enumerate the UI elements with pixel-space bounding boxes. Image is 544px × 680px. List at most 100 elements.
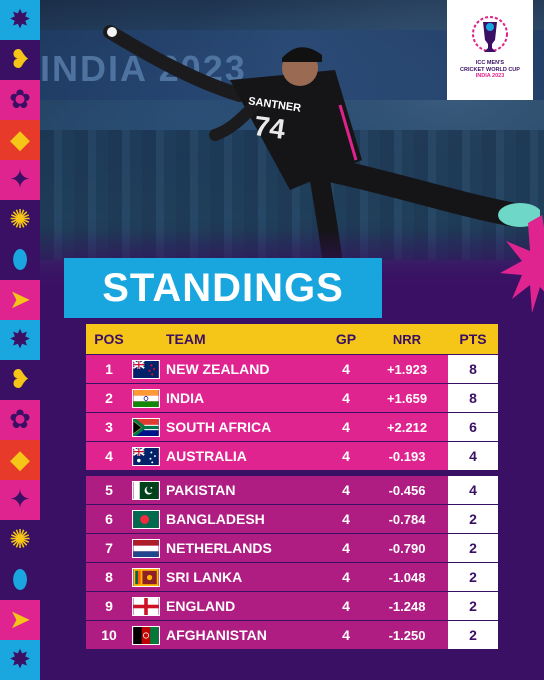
decorative-pattern-strip: ✸ ❥ ✿ ◆ ✦ ✺ ⬮ ➤ ✸ ❥ ✿ ◆ ✦ ✺ ⬮ ➤ ✸	[0, 0, 40, 680]
table-row: 1 NEW ZEALAND 4 +1.923 8	[86, 355, 498, 383]
row-net-run-rate: -0.790	[388, 540, 426, 556]
row-points: 4	[448, 442, 498, 470]
row-net-run-rate: -0.456	[388, 482, 426, 498]
jersey-number: 74	[252, 109, 288, 146]
row-team: NEW ZEALAND	[166, 361, 270, 377]
row-points: 4	[448, 476, 498, 504]
row-net-run-rate: -1.250	[388, 627, 426, 643]
row-points: 2	[448, 534, 498, 562]
india-flag-icon	[132, 388, 166, 408]
row-position: 5	[105, 482, 113, 498]
row-team: INDIA	[166, 390, 205, 406]
row-position: 10	[101, 627, 117, 643]
table-row: 10 AFGHANISTAN 4 -1.250 2	[86, 621, 498, 649]
world-cup-trophy-icon	[472, 16, 508, 52]
logo-line-3: INDIA 2023	[475, 73, 505, 79]
england-flag-icon	[132, 596, 166, 616]
row-points: 8	[448, 355, 498, 383]
table-row: 9 ENGLAND 4 -1.248 2	[86, 592, 498, 620]
sun-icon: ✺	[0, 200, 40, 240]
australia-flag-icon	[132, 446, 166, 466]
row-net-run-rate: -1.248	[388, 598, 426, 614]
standings-table: POS TEAM GP NRR PTS 1 NEW ZEALAND 4 +1.923 8…	[86, 324, 498, 649]
burst-decoration	[500, 215, 544, 313]
table-row: 7 NETHERLANDS 4 -0.790 2	[86, 534, 498, 562]
row-games-played: 4	[342, 419, 350, 435]
drop-icon: ⬮	[0, 560, 40, 600]
header-gp: GP	[335, 331, 357, 347]
header-nrr: NRR	[392, 331, 422, 347]
row-games-played: 4	[342, 361, 350, 377]
flower-icon: ✸	[0, 320, 40, 360]
row-team: BANGLADESH	[166, 511, 265, 527]
table-row: 8 SRI LANKA 4 -1.048 2	[86, 563, 498, 591]
table-row: 4 AUSTRALIA 4 -0.193 4	[86, 442, 498, 470]
sun-icon: ✺	[0, 520, 40, 560]
flower-icon: ✸	[0, 0, 40, 40]
row-net-run-rate: +1.659	[386, 390, 428, 406]
row-games-played: 4	[342, 390, 350, 406]
row-team: SRI LANKA	[166, 569, 243, 585]
row-games-played: 4	[342, 482, 350, 498]
row-position: 1	[105, 361, 113, 377]
row-points: 2	[448, 592, 498, 620]
new-zealand-flag-icon	[132, 359, 166, 379]
bird-icon: ❥	[0, 360, 40, 400]
title-banner: STANDINGS	[64, 258, 382, 318]
bird-icon: ❥	[0, 40, 40, 80]
logo-line-2: CRICKET WORLD CUP	[460, 66, 520, 73]
row-games-played: 4	[342, 511, 350, 527]
row-position: 4	[105, 448, 113, 464]
diving-fielder-illustration	[103, 25, 540, 260]
logo-line-1: ICC MEN'S	[475, 60, 505, 66]
row-games-played: 4	[342, 569, 350, 585]
row-position: 3	[105, 419, 113, 435]
row-position: 7	[105, 540, 113, 556]
row-position: 8	[105, 569, 113, 585]
diamond-icon: ◆	[0, 440, 40, 480]
row-points: 2	[448, 563, 498, 591]
row-games-played: 4	[342, 540, 350, 556]
row-team: ENGLAND	[166, 598, 236, 614]
header-pos: POS	[94, 331, 124, 347]
arrow-icon: ➤	[0, 600, 40, 640]
south-africa-flag-icon	[132, 417, 166, 437]
flower-icon: ✸	[0, 640, 40, 680]
row-team: AFGHANISTAN	[166, 627, 267, 643]
table-row: 3 SOUTH AFRICA 4 +2.212 6	[86, 413, 498, 441]
row-net-run-rate: -0.784	[388, 511, 426, 527]
row-team: AUSTRALIA	[166, 448, 247, 464]
tournament-logo: ICC MEN'S CRICKET WORLD CUP INDIA 2023	[447, 0, 533, 100]
sri-lanka-flag-icon	[132, 567, 166, 587]
star-icon: ✦	[0, 480, 40, 520]
diamond-icon: ◆	[0, 120, 40, 160]
drop-icon: ⬮	[0, 240, 40, 280]
row-points: 8	[448, 384, 498, 412]
row-position: 9	[105, 598, 113, 614]
table-header: POS TEAM GP NRR PTS	[86, 324, 498, 354]
row-team: SOUTH AFRICA	[166, 419, 272, 435]
row-team: PAKISTAN	[166, 482, 236, 498]
table-row: 2 INDIA 4 +1.659 8	[86, 384, 498, 412]
header-pts: PTS	[459, 331, 487, 347]
bangladesh-flag-icon	[132, 509, 166, 529]
flower-icon: ✿	[0, 400, 40, 440]
row-position: 6	[105, 511, 113, 527]
header-team: TEAM	[166, 331, 206, 347]
row-games-played: 4	[342, 627, 350, 643]
row-points: 2	[448, 505, 498, 533]
row-points: 2	[448, 621, 498, 649]
row-position: 2	[105, 390, 113, 406]
row-games-played: 4	[342, 598, 350, 614]
afghanistan-flag-icon	[132, 625, 166, 645]
row-net-run-rate: +1.923	[386, 361, 428, 377]
pakistan-flag-icon	[132, 480, 166, 500]
row-games-played: 4	[342, 448, 350, 464]
arrow-icon: ➤	[0, 280, 40, 320]
flower-icon: ✿	[0, 80, 40, 120]
table-row: 5 PAKISTAN 4 -0.456 4	[86, 476, 498, 504]
row-points: 6	[448, 413, 498, 441]
page-title: STANDINGS	[102, 265, 344, 310]
table-row: 6 BANGLADESH 4 -0.784 2	[86, 505, 498, 533]
table-body: 1 NEW ZEALAND 4 +1.923 8 2 INDIA 4 +1.659 8 3 SOUTH…	[86, 355, 498, 649]
